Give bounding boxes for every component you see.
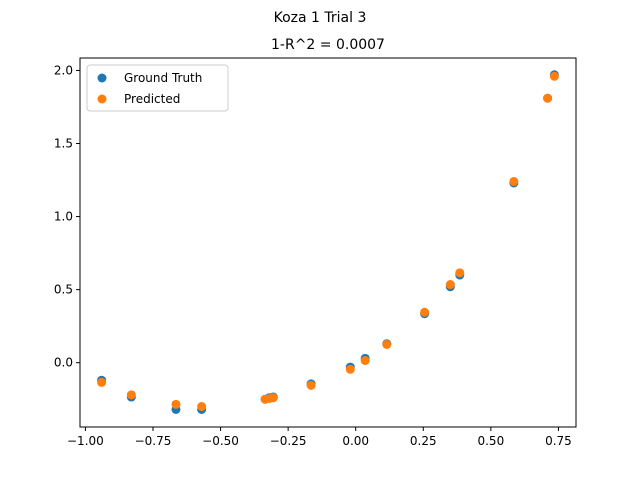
y-tick-label: 0.0 xyxy=(54,356,73,370)
scatter-point xyxy=(543,93,553,103)
y-tick-label: 0.5 xyxy=(54,283,73,297)
y-tick-label: 1.0 xyxy=(54,210,73,224)
x-tick-label: −1.00 xyxy=(67,434,104,448)
scatter-point xyxy=(197,402,207,412)
x-tick-label: −0.50 xyxy=(202,434,239,448)
scatter-point xyxy=(171,399,181,409)
axes-frame xyxy=(79,57,577,428)
scatter-point xyxy=(360,356,370,366)
scatter-point xyxy=(345,364,355,374)
legend-label: Ground Truth xyxy=(124,71,202,85)
x-tick-label: 0.75 xyxy=(545,434,572,448)
scatter-point xyxy=(126,390,136,400)
scatter-point xyxy=(455,268,465,278)
legend-box xyxy=(86,64,229,112)
legend: Ground Truth Predicted xyxy=(86,64,229,112)
scatter-point xyxy=(97,377,107,387)
scatter-point xyxy=(268,393,278,403)
x-tick-label: 0.25 xyxy=(410,434,437,448)
x-tick-label: −0.25 xyxy=(270,434,307,448)
series-0 xyxy=(97,70,559,414)
y-tick-label: 1.5 xyxy=(54,136,73,150)
scatter-point xyxy=(420,307,430,317)
legend-marker xyxy=(97,94,107,104)
legend-marker xyxy=(97,73,107,83)
scatter-point xyxy=(445,280,455,290)
scatter-point xyxy=(549,71,559,81)
x-tick-label: −0.75 xyxy=(135,434,172,448)
x-tick-label: 0.50 xyxy=(477,434,504,448)
scatter-point xyxy=(382,339,392,349)
scatter-point xyxy=(306,380,316,390)
series-1 xyxy=(97,71,559,412)
figure-suptitle: Koza 1 Trial 3 xyxy=(274,10,367,26)
plot-area: −1.00 −0.75 −0.50 −0.25 0.00 0.25 0.50 0.75 0.0 0… xyxy=(54,57,577,448)
chart-title: 1-R^2 = 0.0007 xyxy=(271,37,385,53)
x-tick-label: 0.00 xyxy=(342,434,369,448)
y-tick-label: 2.0 xyxy=(54,63,73,77)
legend-label: Predicted xyxy=(124,92,180,106)
scatter-point xyxy=(509,176,519,186)
